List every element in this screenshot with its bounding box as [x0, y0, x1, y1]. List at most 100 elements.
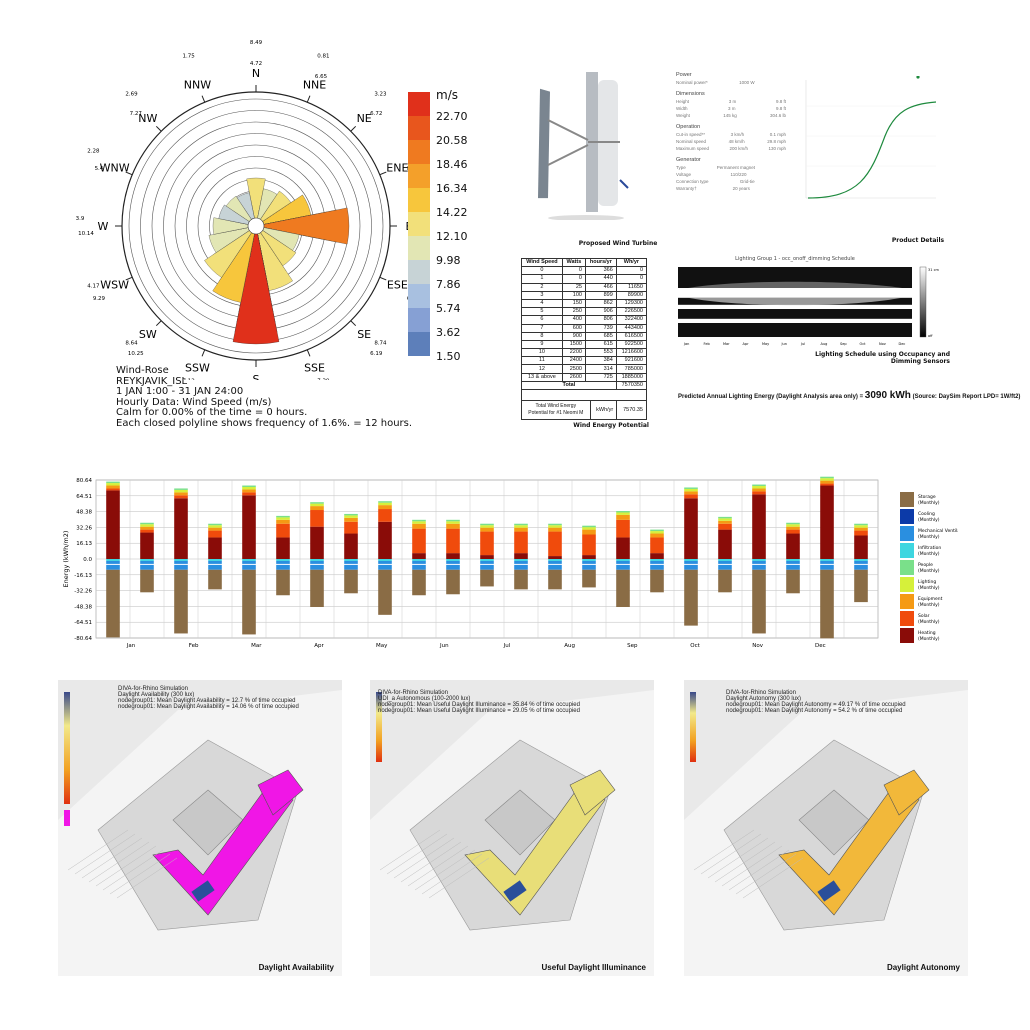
bar-segment-equipment: [242, 489, 256, 493]
legend-swatch: [408, 164, 430, 188]
wind-rose-info-line: Calm for 0.00% of the time = 0 hours.: [116, 407, 308, 418]
lighting-title: Lighting Group 1 - occ_onoff_dimming Sch…: [735, 256, 855, 262]
spec-row: Connection type Grid-tie: [676, 179, 796, 184]
simulation-info-line: DIVA-for-Rhino Simulation: [726, 690, 796, 696]
legend-swatch: [408, 140, 430, 164]
mid-value-label: 10.14: [78, 231, 94, 237]
table-header: Wh/yr: [615, 257, 648, 268]
table-row: 8 900 685 616500: [521, 331, 648, 341]
bar-segment-lighting: [446, 521, 460, 524]
spec-cell: 20 years: [732, 186, 750, 191]
rose-tick: [379, 171, 387, 176]
spec-cell: Voltage: [676, 172, 692, 177]
annual-lighting-energy: Predicted Annual Lighting Energy (Daylig…: [678, 390, 1020, 401]
bar-segment-lighting: [412, 521, 426, 524]
direction-label: S: [253, 373, 260, 380]
bar-segment-equipment: [548, 527, 562, 532]
table-row: 4 150 862 129300: [521, 298, 648, 309]
bar-segment-lighting: [854, 525, 868, 528]
bar-segment-heating: [106, 490, 120, 559]
bar-segment-neg: [412, 559, 426, 561]
spec-cell: 145 kg: [723, 113, 737, 118]
table-cell: 0: [521, 266, 563, 276]
table-cell: 900: [561, 331, 586, 341]
simulation-info-line: DIVA-for-Rhino Simulation: [378, 690, 448, 696]
wind-rose-info-line: Hourly Data: Wind Speed (m/s): [116, 396, 272, 408]
x-tick-label: Dec: [815, 643, 826, 649]
outer-value-label: 3.9: [76, 216, 85, 222]
bar-segment-solar: [548, 531, 562, 557]
bar-segment-mech: [310, 564, 324, 570]
bar-segment-heating: [650, 553, 664, 559]
atrium: [798, 789, 870, 856]
bar-segment-people: [548, 523, 562, 526]
schedule-month-label: May: [762, 342, 769, 346]
stair-line: [95, 845, 157, 887]
simulation-info-line: nodegroup01: Mean Daylight Autonomy = 54…: [726, 708, 903, 714]
table-cell: 0: [615, 266, 648, 276]
legend-value: 3.62: [436, 326, 461, 339]
direction-label: SW: [139, 328, 157, 341]
bar-segment-storage: [514, 569, 528, 590]
bar-segment-people: [106, 481, 120, 484]
bar-segment-heating: [446, 553, 460, 559]
bar-segment-neg: [718, 559, 732, 561]
direction-label: NW: [138, 112, 157, 125]
wind-rose-info-line: REYKJAVIK_ISL: [116, 375, 188, 387]
bar-segment-equipment: [174, 492, 188, 496]
bar-segment-equipment: [786, 526, 800, 530]
daylight-dimming-zone: [688, 297, 902, 306]
stair-line: [88, 841, 150, 883]
wind-energy-table-wrapper: Wind Speed Watts hours/yr Wh/yr 0 0 366 0 1 0 440 0…: [521, 257, 649, 429]
bar-segment-storage: [650, 569, 664, 593]
bar-segment-mech: [106, 564, 120, 570]
bar-segment-storage: [820, 569, 834, 639]
y-tick-label: -64.51: [74, 620, 92, 626]
table-cell: 11: [521, 356, 563, 366]
table-cell: 250: [561, 307, 586, 317]
wind-turbine-image: [538, 72, 629, 220]
bar-segment-people: [276, 515, 290, 518]
bar-segment-people: [140, 522, 154, 525]
lighting-schedule-heatmap: 31 cm off Jan Feb Mar Apr May Jun Jul Aug Sep Oct No…: [678, 266, 939, 346]
bar-segment-neg: [174, 560, 188, 564]
spec-row: Nominal speed 48 km/h 29.8 mph: [676, 139, 796, 144]
legend-swatch: [900, 543, 914, 558]
bar-segment-people: [242, 485, 256, 487]
bar-segment-solar: [786, 529, 800, 534]
scale-bottom-label: off: [928, 334, 933, 338]
legend-value: 22.70: [436, 110, 468, 123]
core-block: [191, 880, 215, 902]
bar-segment-heating: [208, 537, 222, 559]
spec-cell: Nominal speed: [676, 139, 707, 144]
table-row: 9 1500 615 922500: [521, 339, 648, 350]
bar-segment-lighting: [310, 503, 324, 507]
table-cell: 129300: [615, 298, 648, 309]
bar-segment-neg: [684, 560, 698, 564]
x-tick-label: Jun: [439, 643, 449, 649]
wind-rose-info-line: Each closed polyline shows frequency of …: [116, 417, 413, 429]
bar-segment-neg: [344, 559, 358, 561]
bar-segment-neg: [752, 560, 766, 564]
table-cell: 100: [561, 290, 586, 300]
spec-cell: 130 mph: [768, 146, 786, 151]
bar-segment-equipment: [446, 523, 460, 529]
bar-segment-heating: [276, 537, 290, 559]
schedule-month-label: Dec: [899, 342, 906, 346]
spec-row: Maximum speed 200 km/h 130 mph: [676, 146, 796, 151]
rose-petal-band: [225, 195, 257, 227]
schedule-on-band: [678, 288, 912, 298]
bar-segment-equipment: [752, 488, 766, 492]
table-cell: 2200: [561, 348, 586, 358]
spec-row: Width 3 m 9.8 ft: [676, 106, 796, 111]
x-tick-label: Jan: [126, 643, 136, 649]
spec-row: Warranty† 20 years: [676, 186, 796, 191]
spec-cell: 1000 W: [739, 80, 755, 85]
x-tick-label: Sep: [627, 643, 638, 649]
daylight-dimming-zone: [688, 281, 902, 288]
table-cell: 806: [584, 315, 617, 325]
schedule-month-label: Sep: [840, 342, 847, 346]
bar-segment-people: [820, 476, 834, 479]
stair-line: [109, 853, 171, 895]
table-cell: 2600: [561, 372, 586, 382]
